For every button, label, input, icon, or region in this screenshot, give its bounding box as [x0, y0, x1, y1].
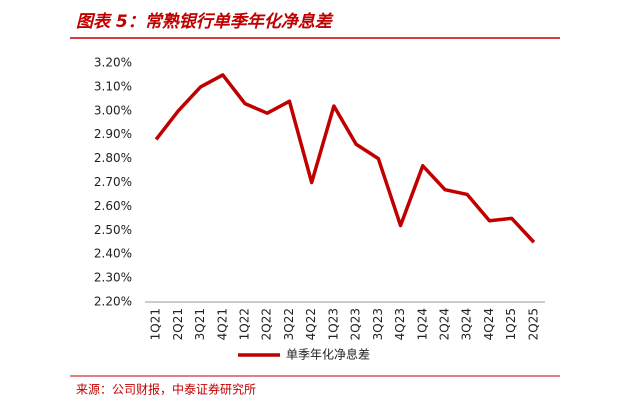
x-tick-label: 1Q22	[238, 308, 252, 340]
y-tick-label: 2.60%	[94, 199, 132, 213]
y-tick-label: 2.30%	[94, 271, 132, 285]
x-tick-label: 1Q23	[326, 308, 340, 340]
y-tick-label: 2.40%	[94, 247, 132, 261]
x-tick-label: 3Q23	[371, 308, 385, 340]
source: 来源：公司财报，中泰证券研究所	[76, 382, 256, 397]
chart-title: 图表 5：常熟银行单季年化净息差	[76, 12, 334, 32]
x-tick-label: 2Q24	[438, 308, 452, 340]
y-tick-label: 2.70%	[94, 175, 132, 189]
y-tick-label: 3.00%	[94, 103, 132, 117]
x-tick-label: 2Q25	[526, 308, 540, 340]
x-tick-label: 3Q21	[193, 308, 207, 340]
x-tick-label: 1Q21	[149, 308, 163, 340]
x-tick-label: 1Q25	[504, 308, 518, 340]
y-tick-label: 3.10%	[94, 79, 132, 93]
x-tick-label: 4Q21	[215, 308, 229, 340]
x-tick-label: 3Q24	[460, 308, 474, 340]
y-tick-label: 2.80%	[94, 151, 132, 165]
y-tick-label: 3.20%	[94, 56, 132, 70]
legend-label: 单季年化净息差	[286, 347, 370, 362]
x-tick-label: 4Q22	[304, 308, 318, 340]
y-tick-label: 2.90%	[94, 127, 132, 141]
y-tick-label: 2.20%	[94, 295, 132, 309]
x-tick-label: 4Q24	[482, 308, 496, 340]
x-tick-label: 1Q24	[415, 308, 429, 340]
x-tick-label: 2Q23	[349, 308, 363, 340]
x-tick-label: 3Q22	[282, 308, 296, 340]
x-tick-label: 4Q23	[393, 308, 407, 340]
x-tick-label: 2Q22	[260, 308, 274, 340]
y-tick-label: 2.50%	[94, 223, 132, 237]
x-tick-label: 2Q21	[171, 308, 185, 340]
series-line	[154, 73, 536, 244]
